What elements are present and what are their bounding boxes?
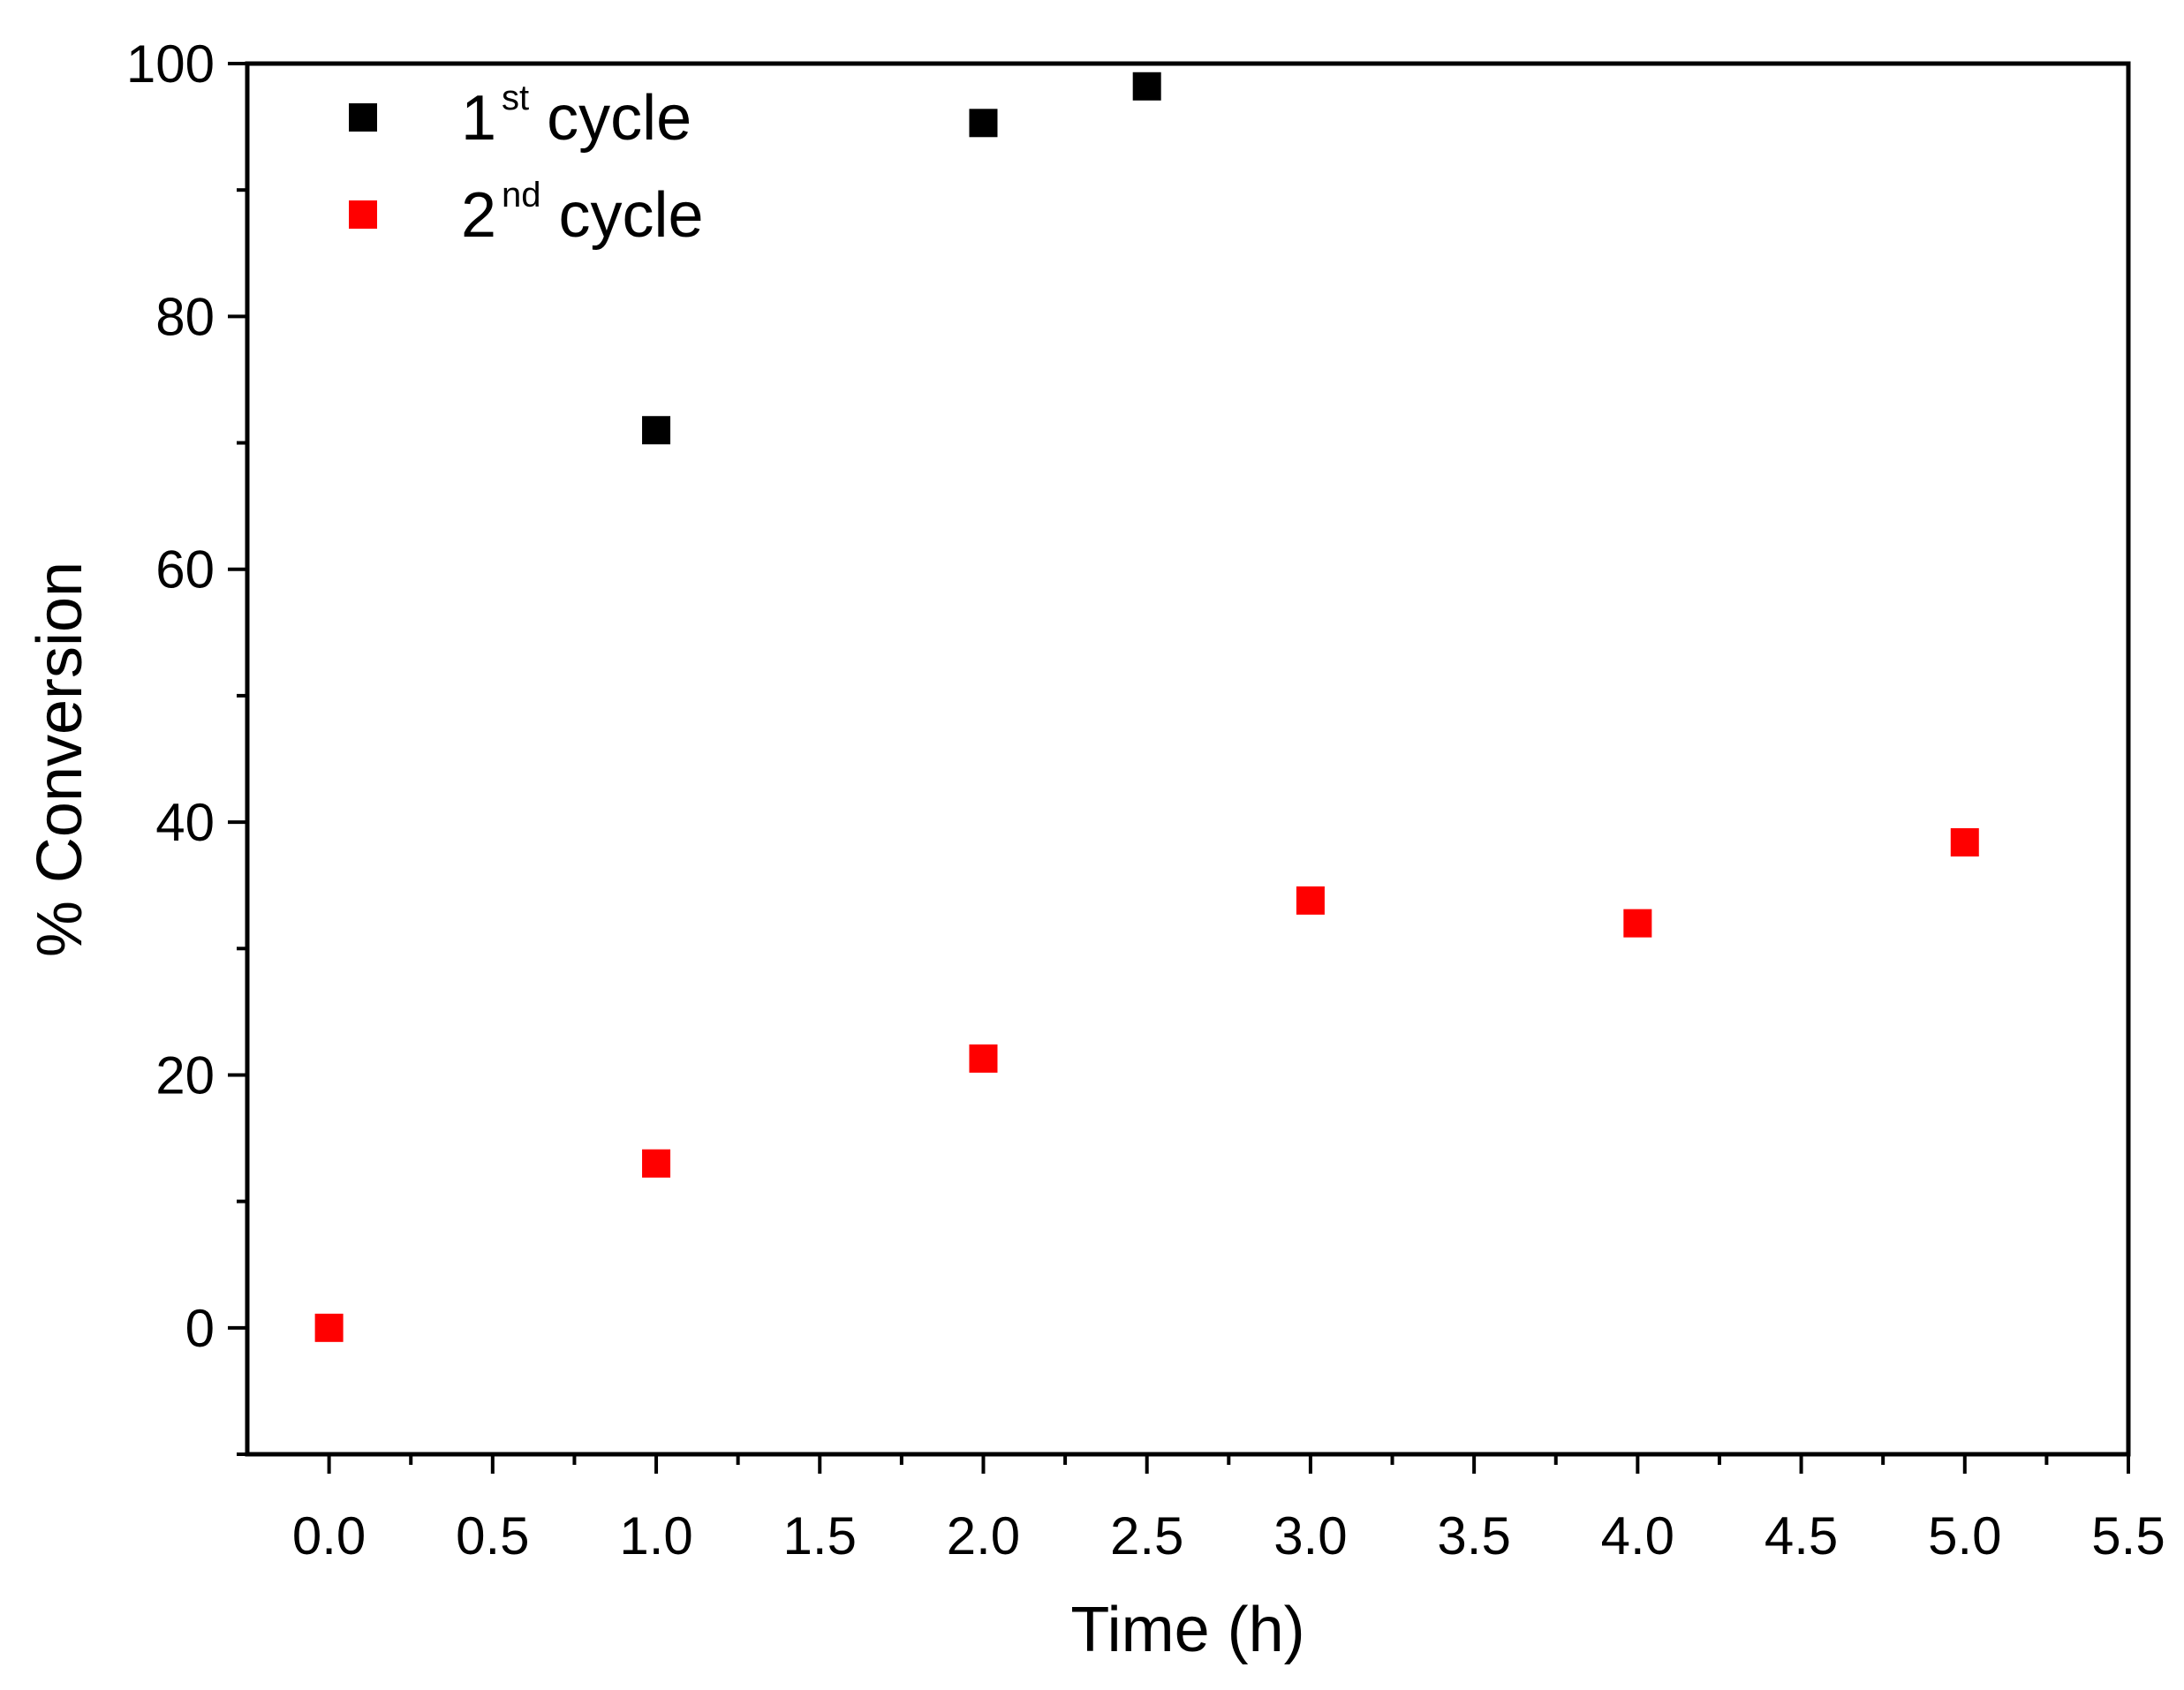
legend-label-superscript: nd: [502, 176, 541, 215]
legend-label-superscript: st: [502, 79, 529, 117]
x-tick-label: 1.5: [783, 1506, 857, 1566]
y-axis-title: % Conversion: [25, 562, 95, 957]
y-axis-ticks: 0 20 40 60 80 100: [126, 34, 247, 1456]
data-point-series-2: [969, 1044, 998, 1073]
legend-label-main: 1: [461, 83, 496, 154]
data-point-series-2: [642, 1149, 671, 1178]
data-point-series-2: [1950, 828, 1979, 856]
data-point-series-2: [314, 1313, 344, 1342]
x-tick-label: 0.5: [456, 1506, 529, 1566]
y-tick-label: 60: [155, 540, 215, 600]
y-tick-label: 80: [155, 287, 215, 346]
data-point-series-2: [1296, 886, 1325, 915]
x-tick-label: 2.0: [947, 1506, 1020, 1566]
x-tick-label: 4.5: [1765, 1506, 1838, 1566]
legend-marker: [349, 103, 377, 132]
x-axis-title: Time (h): [1070, 1595, 1304, 1665]
x-tick-label: 1.0: [619, 1506, 692, 1566]
y-tick-label: 20: [155, 1045, 215, 1105]
y-tick-label: 40: [155, 793, 215, 852]
legend-label-rest: cycle: [529, 83, 691, 154]
x-tick-label: 2.5: [1110, 1506, 1183, 1566]
legend-marker: [349, 200, 377, 229]
x-axis-ticks: 0.0 0.5 1.0 1.5 2.0 2.5 3.0 3.5 4.0 4.5 5.0 5.5: [292, 1454, 2165, 1566]
legend-label-main: 2: [461, 180, 496, 251]
x-tick-label: 4.0: [1601, 1506, 1674, 1566]
x-tick-label: 0.0: [292, 1506, 366, 1566]
x-tick-label: 3.5: [1437, 1506, 1510, 1566]
x-tick-label: 5.0: [1928, 1506, 2001, 1566]
plot-frame: [245, 61, 2131, 1457]
data-point-series-1: [1132, 72, 1161, 101]
data-point-series-1: [642, 416, 671, 445]
y-tick-label: 100: [126, 34, 215, 94]
legend-label-rest: cycle: [541, 180, 704, 251]
data-point-series-1: [969, 109, 998, 138]
x-tick-label: 5.5: [2091, 1506, 2165, 1566]
data-point-series-2: [1623, 909, 1652, 938]
y-tick-label: 0: [185, 1299, 215, 1358]
data-points: [314, 72, 1979, 1342]
x-tick-label: 3.0: [1273, 1506, 1347, 1566]
